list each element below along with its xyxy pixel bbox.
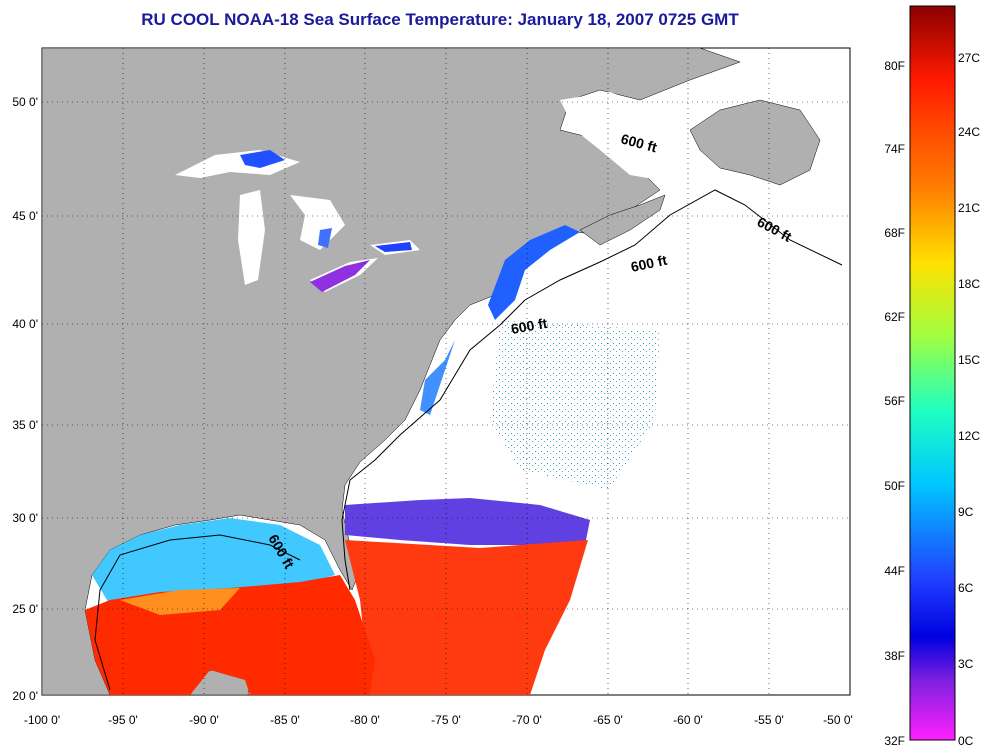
- sst-lake-huron: [318, 228, 332, 248]
- colorbar-c-label: 15C: [958, 353, 980, 367]
- lat-tick: 30 0': [12, 511, 38, 525]
- lon-tick: -90 0': [189, 713, 219, 727]
- colorbar-c-label: 6C: [958, 581, 974, 595]
- colorbar-c-label: 24C: [958, 125, 980, 139]
- lat-tick: 45 0': [12, 209, 38, 223]
- colorbar: [909, 5, 956, 741]
- sst-gulf-shelf-warm: [120, 588, 240, 615]
- lat-tick: 25 0': [12, 602, 38, 616]
- contour-label-4: 600 ft: [510, 315, 549, 337]
- lake-huron: [290, 195, 345, 250]
- lon-tick: -75 0': [431, 713, 461, 727]
- colorbar-c-label: 0C: [958, 734, 974, 748]
- colorbar-c-label: 12C: [958, 429, 980, 443]
- sst-lake-ontario: [375, 242, 412, 252]
- colorbar-f-label: 38F: [884, 649, 905, 663]
- lon-tick: -50 0': [823, 713, 853, 727]
- lon-tick: -100 0': [24, 713, 60, 727]
- colorbar-c-label: 3C: [958, 657, 974, 671]
- colorbar-f-label: 44F: [884, 564, 905, 578]
- colorbar-f-label: 74F: [884, 142, 905, 156]
- lat-tick: 35 0': [12, 418, 38, 432]
- lake-michigan: [238, 190, 265, 285]
- sst-lake-erie: [310, 260, 370, 292]
- colorbar-f-label: 56F: [884, 394, 905, 408]
- lon-tick: -65 0': [593, 713, 623, 727]
- map-title: RU COOL NOAA-18 Sea Surface Temperature:…: [141, 10, 739, 29]
- land-newfoundland: [689, 99, 821, 186]
- lon-tick: -80 0': [350, 713, 380, 727]
- colorbar-f-label: 50F: [884, 479, 905, 493]
- sst-atlantic-speckle: [490, 320, 660, 490]
- colorbar-f-label: 32F: [884, 734, 905, 748]
- colorbar-f-label: 62F: [884, 310, 905, 324]
- colorbar-c-labels: 27C 24C 21C 18C 15C 12C 9C 6C 3C 0C: [958, 51, 980, 748]
- colorbar-c-label: 9C: [958, 505, 974, 519]
- colorbar-c-label: 21C: [958, 201, 980, 215]
- colorbar-f-label: 68F: [884, 226, 905, 240]
- colorbar-f-label: 80F: [884, 59, 905, 73]
- lat-tick: 20 0': [12, 689, 38, 703]
- lat-tick: 40 0': [12, 317, 38, 331]
- lat-tick: 50 0': [12, 95, 38, 109]
- sst-gulf-of-maine: [488, 225, 580, 320]
- colorbar-c-label: 27C: [958, 51, 980, 65]
- colorbar-f-labels: 80F 74F 68F 62F 56F 50F 44F 38F 32F: [884, 59, 905, 748]
- lon-tick: -85 0': [270, 713, 300, 727]
- land-north-america: [42, 48, 741, 695]
- land-nova-scotia: [579, 194, 666, 246]
- contour-label-3: 600 ft: [629, 252, 668, 275]
- isobath-600ft: [341, 189, 843, 591]
- colorbar-c-label: 18C: [958, 277, 980, 291]
- sst-lake-superior: [240, 150, 285, 168]
- sst-gulf-north: [92, 518, 335, 605]
- lon-tick: -55 0': [754, 713, 784, 727]
- isobath-600ft-gulf: [94, 534, 301, 691]
- lon-tick: -70 0': [512, 713, 542, 727]
- lon-tick: -95 0': [108, 713, 138, 727]
- lat-tick-labels: 20 0' 25 0' 30 0' 35 0' 40 0' 45 0' 50 0…: [12, 95, 38, 703]
- gulf-st-lawrence: [560, 92, 690, 180]
- lon-tick: -60 0': [673, 713, 703, 727]
- sst-southeast-purple: [345, 498, 590, 545]
- lon-tick-labels: -100 0' -95 0' -90 0' -85 0' -80 0' -75 …: [24, 713, 853, 727]
